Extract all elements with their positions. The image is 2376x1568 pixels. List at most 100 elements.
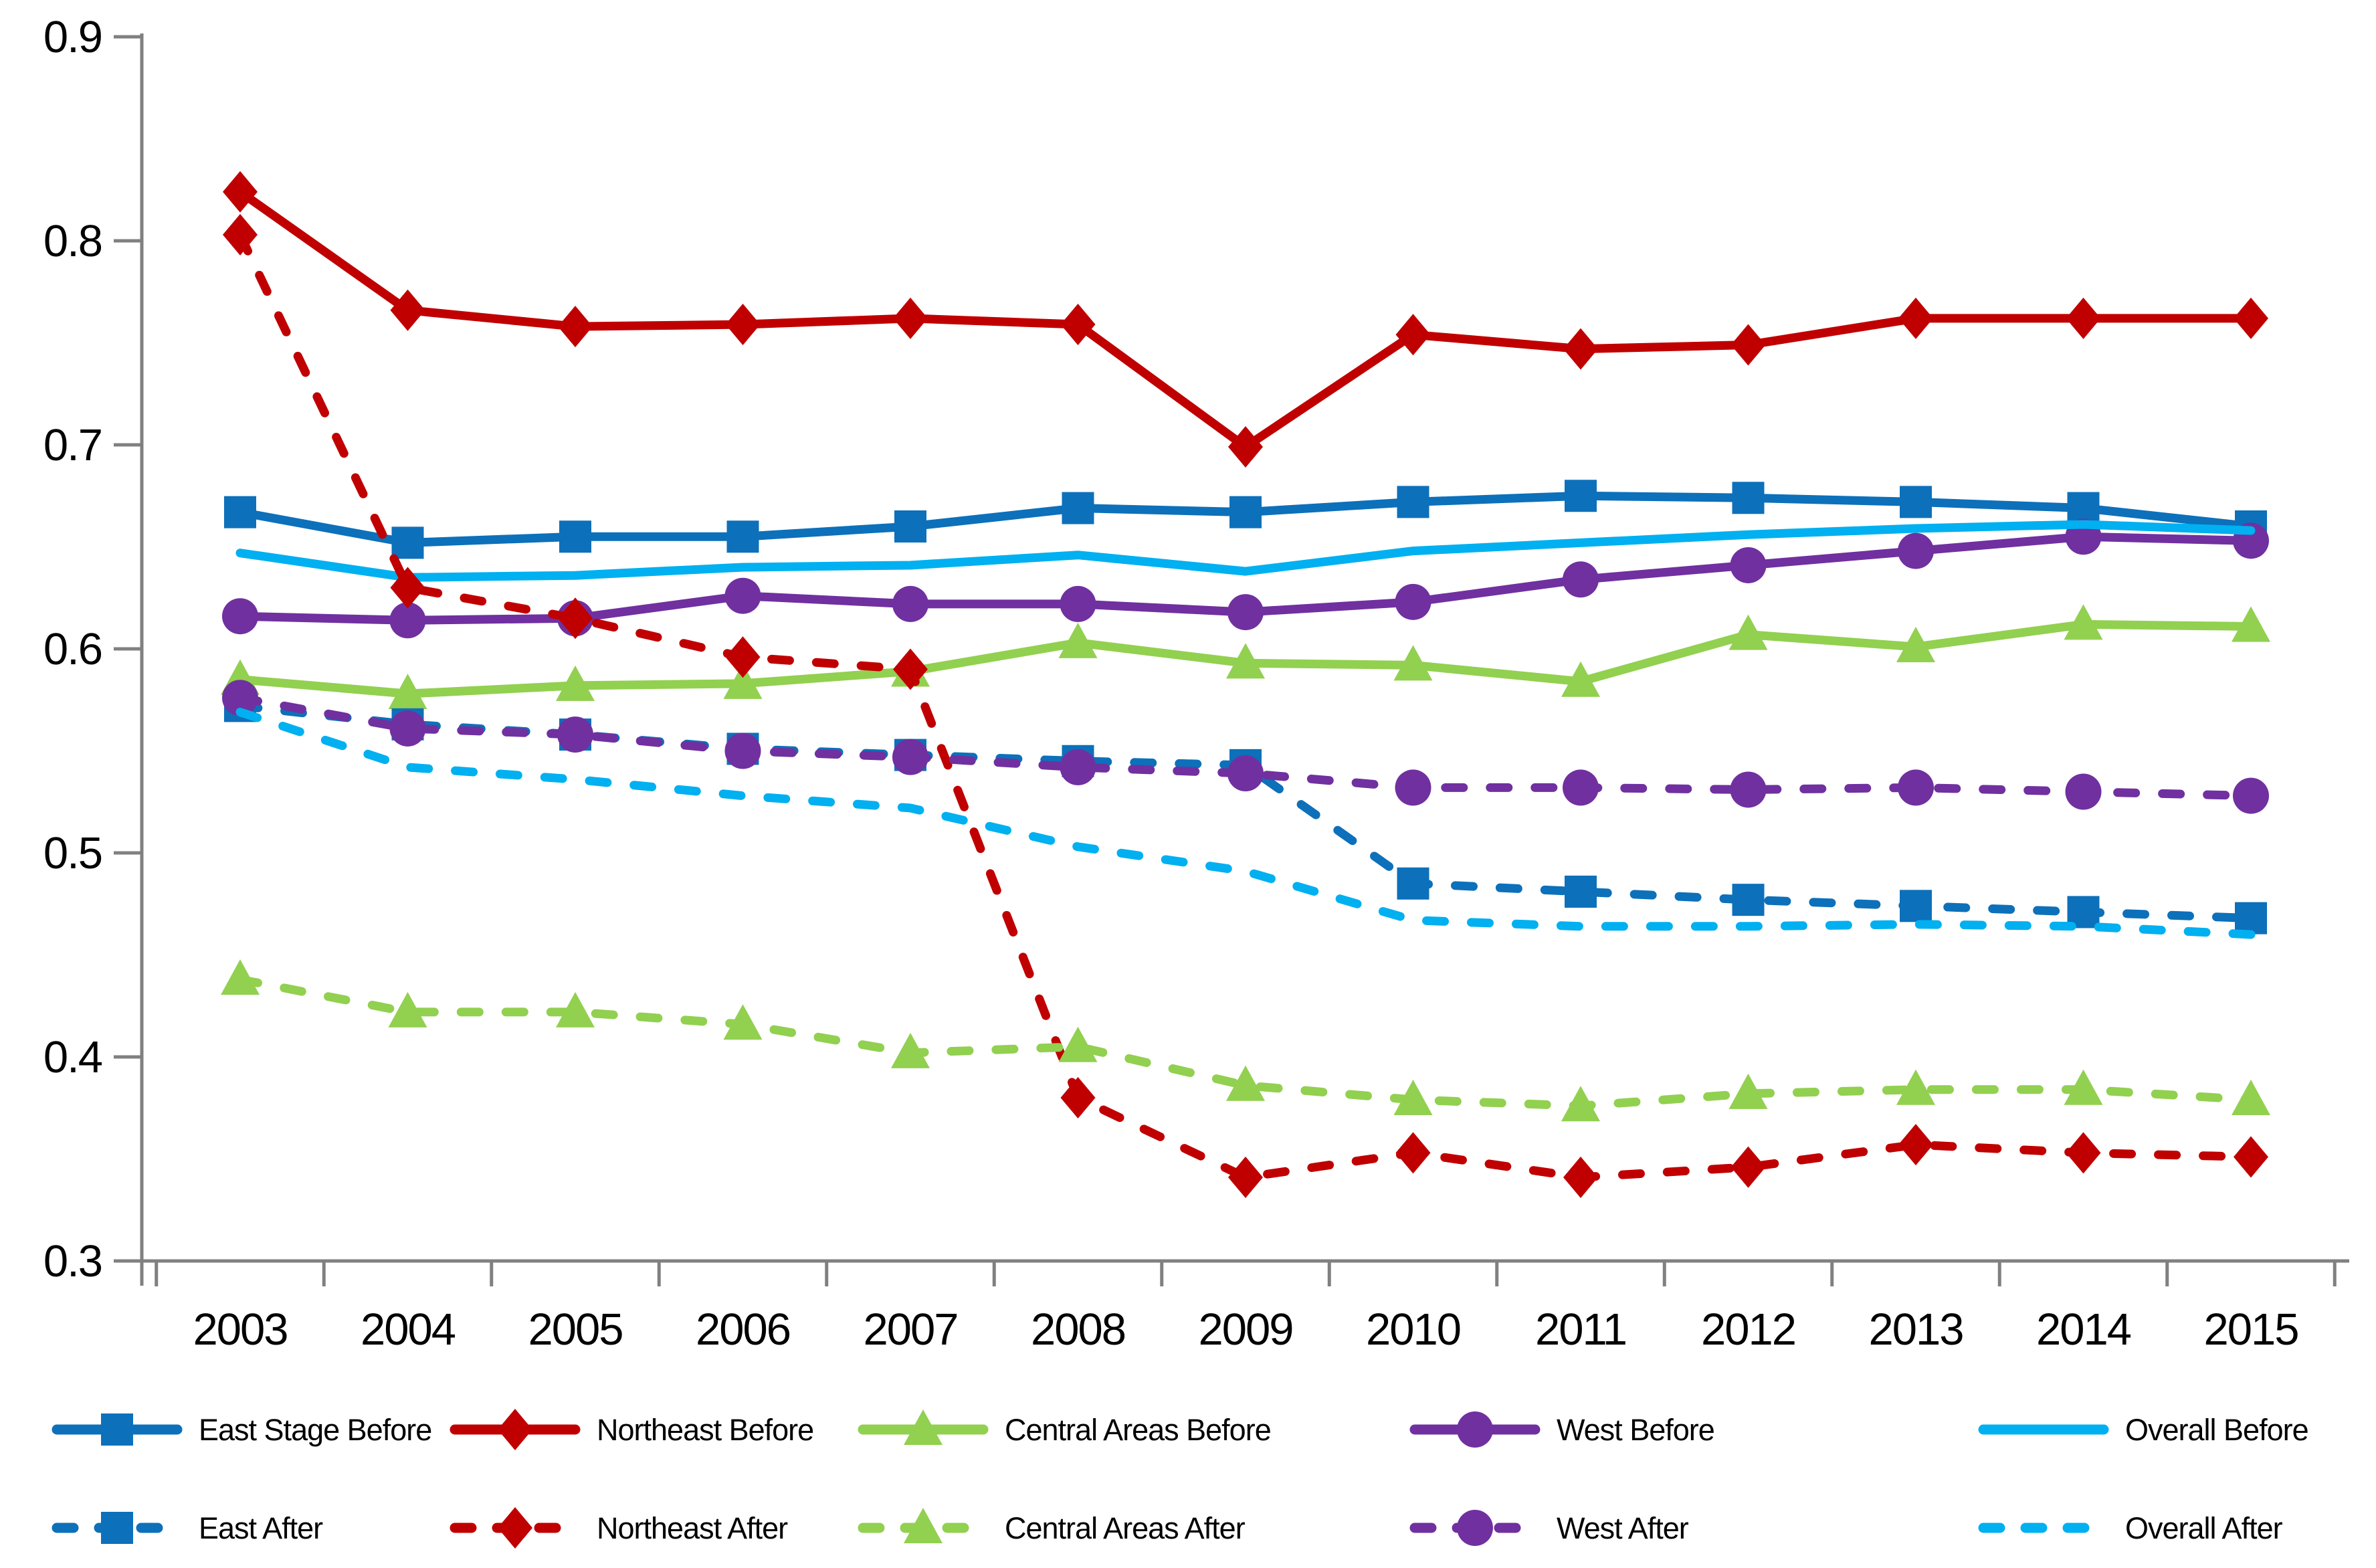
series-marker-northeast-after <box>1563 1156 1598 1198</box>
series-marker-west-before <box>1730 547 1767 583</box>
series-marker-central-areas-after <box>1393 1080 1433 1116</box>
series-marker-east-stage-before <box>1900 486 1932 518</box>
x-tick-label: 2012 <box>1701 1304 1795 1355</box>
series-marker-northeast-before <box>893 297 928 339</box>
series-marker-central-areas-after <box>2232 1080 2270 1116</box>
legend-marker-west-before <box>1457 1411 1493 1448</box>
y-tick-label: 0.8 <box>43 216 102 266</box>
legend-label-overall-before: Overall Before <box>2125 1413 2308 1447</box>
series-marker-central-areas-after <box>723 1004 763 1040</box>
series-marker-east-stage-before <box>1732 482 1765 514</box>
series-marker-northeast-after <box>2066 1132 2101 1174</box>
y-tick-label: 0.4 <box>43 1032 102 1082</box>
legend-marker-west-after <box>1457 1510 1493 1546</box>
series-marker-northeast-before <box>1228 426 1263 468</box>
legend-label-east-stage-before: East Stage Before <box>199 1413 431 1447</box>
legend-marker-central-areas-before <box>904 1409 943 1445</box>
legend-label-west-before: West Before <box>1557 1413 1714 1447</box>
legend-label-central-areas-before: Central Areas Before <box>1005 1413 1271 1447</box>
series-marker-east-after <box>1900 890 1932 922</box>
x-tick-label: 2010 <box>1366 1304 1460 1355</box>
series-marker-northeast-after <box>558 597 593 640</box>
series-line-overall-before <box>235 520 2256 582</box>
series-marker-east-stage-before <box>1062 492 1094 524</box>
series-marker-east-stage-before <box>1565 480 1597 512</box>
series-marker-northeast-after <box>725 636 761 678</box>
series-marker-northeast-before <box>1730 324 1766 366</box>
series-marker-central-areas-after <box>1058 1026 1098 1062</box>
series-marker-central-areas-before <box>1393 645 1433 681</box>
series-marker-central-areas-after <box>221 959 260 995</box>
x-tick-label: 2013 <box>1868 1304 1963 1355</box>
legend-marker-east-after <box>101 1512 133 1544</box>
series-marker-northeast-before <box>1060 304 1096 346</box>
series-marker-east-after <box>1397 867 1429 900</box>
series-marker-west-after <box>1898 769 1934 806</box>
series-marker-northeast-after <box>1395 1132 1431 1174</box>
series-marker-east-after <box>1732 884 1765 916</box>
series-marker-west-after <box>1060 749 1096 785</box>
x-tick-label: 2007 <box>863 1304 957 1355</box>
series-marker-central-areas-after <box>891 1032 930 1068</box>
y-tick-label: 0.3 <box>43 1236 102 1286</box>
legend-label-east-after: East After <box>199 1511 323 1545</box>
y-tick-label: 0.9 <box>43 12 102 62</box>
legend-label-northeast-after: Northeast After <box>597 1511 788 1545</box>
series-marker-east-stage-before <box>1229 496 1262 528</box>
series-marker-west-before <box>1060 585 1096 622</box>
series-marker-west-after <box>2065 773 2102 810</box>
series-marker-central-areas-before <box>1226 643 1265 679</box>
series-marker-central-areas-before <box>1561 661 1600 697</box>
x-tick-label: 2003 <box>193 1304 287 1355</box>
series-marker-central-areas-before <box>1728 614 1768 650</box>
series-marker-northeast-after <box>1898 1124 1933 1166</box>
series-marker-west-before <box>1563 561 1599 598</box>
series-marker-central-areas-after <box>1561 1086 1600 1122</box>
series-marker-east-after <box>2235 902 2267 935</box>
series-marker-central-areas-before <box>556 665 595 701</box>
series-marker-northeast-before <box>1395 314 1431 356</box>
series-marker-west-after <box>724 732 761 769</box>
series-marker-central-areas-after <box>1728 1073 1768 1109</box>
series-marker-east-after <box>1565 875 1597 908</box>
series-marker-east-stage-before <box>559 520 591 553</box>
x-tick-label: 2015 <box>2203 1304 2298 1355</box>
series-marker-west-after <box>1730 771 1767 808</box>
x-tick-label: 2011 <box>1535 1304 1626 1355</box>
series-marker-central-areas-after <box>388 991 427 1027</box>
series-marker-west-before <box>389 602 426 639</box>
series-marker-northeast-before <box>558 306 593 348</box>
series-marker-west-after <box>1227 755 1264 792</box>
series-marker-northeast-after <box>2234 1136 2268 1178</box>
legend-label-central-areas-after: Central Areas After <box>1005 1511 1246 1545</box>
series-marker-northeast-after <box>390 567 425 609</box>
series-marker-west-after <box>892 739 928 775</box>
series-marker-northeast-before <box>725 304 761 346</box>
y-tick-label: 0.5 <box>43 828 102 878</box>
y-tick-label: 0.7 <box>43 420 102 470</box>
series-marker-northeast-after <box>893 648 928 690</box>
series-line-overall-after <box>235 708 2256 939</box>
legend-marker-northeast-after <box>498 1507 532 1549</box>
series-marker-northeast-before <box>223 171 258 213</box>
series-marker-northeast-before <box>390 289 425 331</box>
series-marker-east-stage-before <box>894 510 926 543</box>
series-marker-west-after <box>2233 777 2269 814</box>
series-marker-northeast-before <box>2234 297 2268 339</box>
series-marker-west-before <box>1898 532 1934 569</box>
series-marker-west-before <box>724 577 761 614</box>
series-marker-northeast-before <box>1898 297 1933 339</box>
series-marker-west-before <box>1395 583 1431 620</box>
series-marker-west-before <box>1227 594 1264 631</box>
series-marker-central-areas-before <box>1896 626 1935 662</box>
x-tick-label: 2004 <box>361 1304 456 1355</box>
series-marker-northeast-after <box>1730 1146 1766 1188</box>
x-tick-label: 2005 <box>528 1304 622 1355</box>
x-tick-label: 2014 <box>2036 1304 2131 1355</box>
series-marker-central-areas-before <box>2232 606 2270 642</box>
series-marker-west-after <box>1563 769 1599 806</box>
series-marker-central-areas-after <box>2064 1069 2103 1105</box>
